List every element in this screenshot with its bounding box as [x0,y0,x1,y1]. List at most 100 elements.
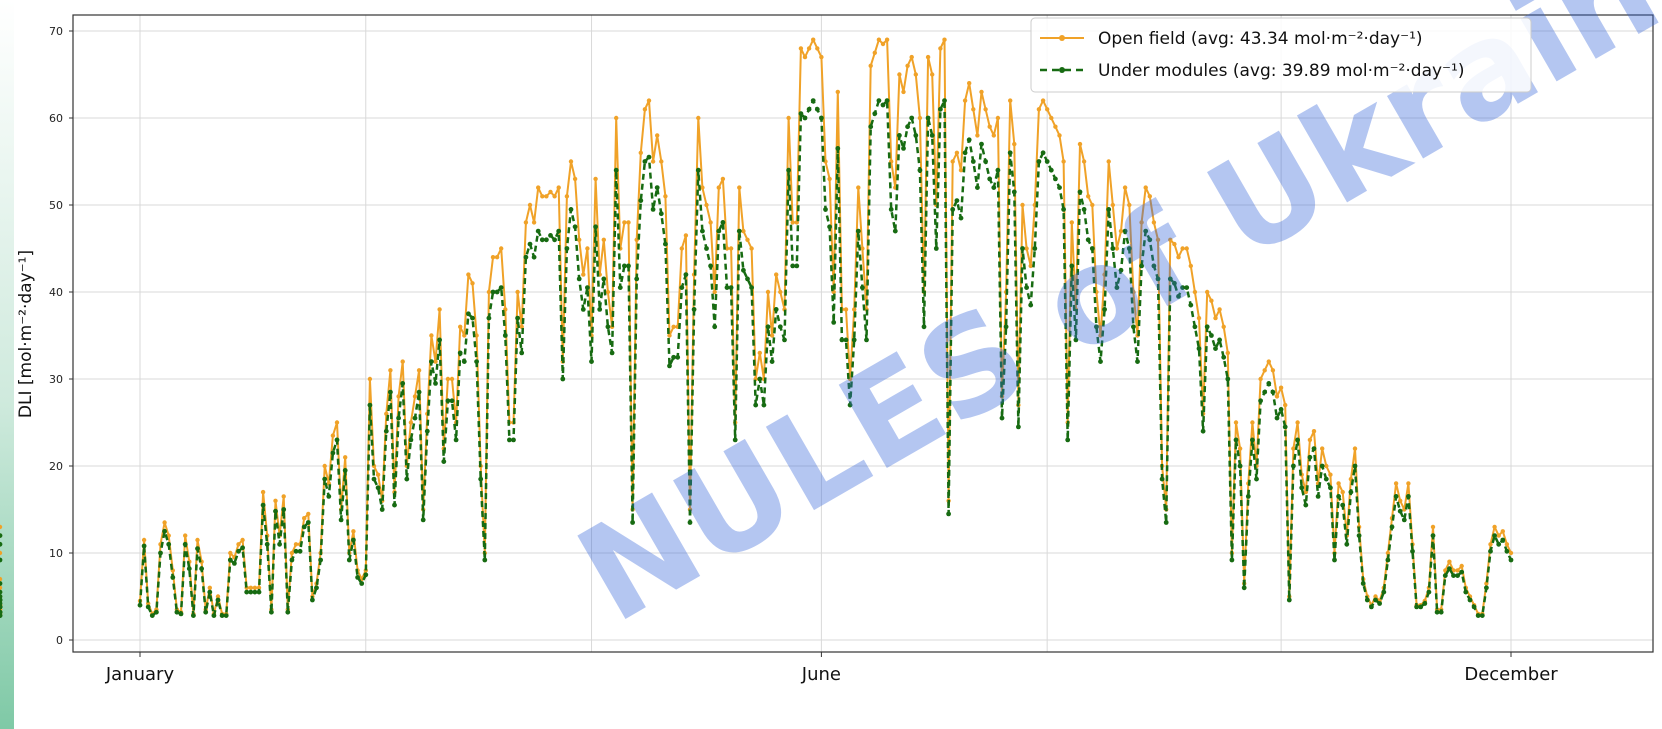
data-point [334,437,340,443]
data-point [305,520,311,525]
data-point [1447,566,1452,572]
data-point [433,359,438,364]
data-point [991,133,996,138]
grid-lines [73,15,1653,652]
data-point [1381,589,1387,595]
data-point [790,220,795,225]
data-point [593,224,598,230]
data-point [1410,548,1415,554]
data-point [654,185,660,191]
data-point [1504,548,1510,554]
data-point [757,350,762,356]
data-point [1397,508,1403,514]
data-point [1508,550,1514,556]
data-point [1184,246,1189,251]
data-point [158,550,163,556]
data-point [642,159,648,164]
data-point [0,597,3,603]
data-point [1122,228,1128,234]
data-point [712,289,717,295]
data-point [786,167,791,173]
data-point [1262,389,1268,395]
data-point [195,546,200,551]
data-point [1430,533,1436,538]
data-point [457,350,463,356]
data-point [1069,220,1075,225]
data-point [839,337,845,343]
data-point [572,224,578,230]
data-point [1077,189,1083,195]
data-point [552,237,557,243]
data-point [236,542,241,547]
data-point [921,324,927,330]
data-point [371,476,377,482]
data-point [1237,463,1243,469]
data-point [1180,285,1185,290]
data-point [741,267,746,273]
data-point [901,89,906,95]
data-point [494,255,500,260]
data-point [1127,202,1132,208]
data-point [646,98,652,103]
data-point [277,541,282,547]
data-point [1471,604,1477,610]
data-point [359,581,365,586]
data-point [330,433,336,438]
data-point [1332,557,1337,563]
data-point [207,589,213,595]
data-point [445,376,451,382]
data-point [765,324,771,330]
data-point [876,37,882,42]
data-point [1385,550,1391,556]
data-point [449,376,455,382]
legend-label-open-field: Open field (avg: 43.34 mol·m⁻²·day⁻¹) [1098,29,1423,49]
data-point [778,289,783,295]
data-point [564,246,570,251]
data-point [1336,481,1341,486]
data-point [424,428,430,434]
data-point [864,337,869,343]
data-point [1192,324,1198,330]
data-point [971,107,976,112]
data-point [1459,563,1464,569]
data-point [240,537,245,543]
data-point [0,589,3,595]
data-point [1184,285,1190,290]
data-point [1295,437,1300,443]
data-point [1492,533,1497,538]
data-point [1463,589,1469,595]
data-point [322,463,327,469]
data-point [958,168,964,173]
data-point [1045,107,1050,112]
data-point [909,54,914,60]
data-point [314,585,319,591]
data-point [815,46,820,51]
data-point [1266,381,1272,386]
data-point [1049,115,1054,121]
data-point [667,333,672,338]
data-point [1258,376,1263,382]
data-point [979,141,984,147]
data-point [1250,420,1255,425]
data-point [1389,524,1395,530]
data-point [1299,485,1305,491]
data-point [589,359,594,364]
data-point [223,613,229,618]
data-point [983,159,988,164]
data-point [856,185,861,190]
data-point [975,133,980,138]
data-point [868,63,873,68]
data-point [1217,337,1222,343]
data-point [0,585,3,590]
data-point [798,46,804,51]
data-point [1225,376,1231,382]
data-point [560,376,566,382]
data-point [269,609,274,615]
data-point [897,72,902,77]
data-point [966,137,972,143]
data-point [297,548,303,554]
data-point [1430,524,1436,530]
data-point [1496,533,1501,538]
data-point [1155,276,1161,282]
data-point [1221,354,1227,360]
